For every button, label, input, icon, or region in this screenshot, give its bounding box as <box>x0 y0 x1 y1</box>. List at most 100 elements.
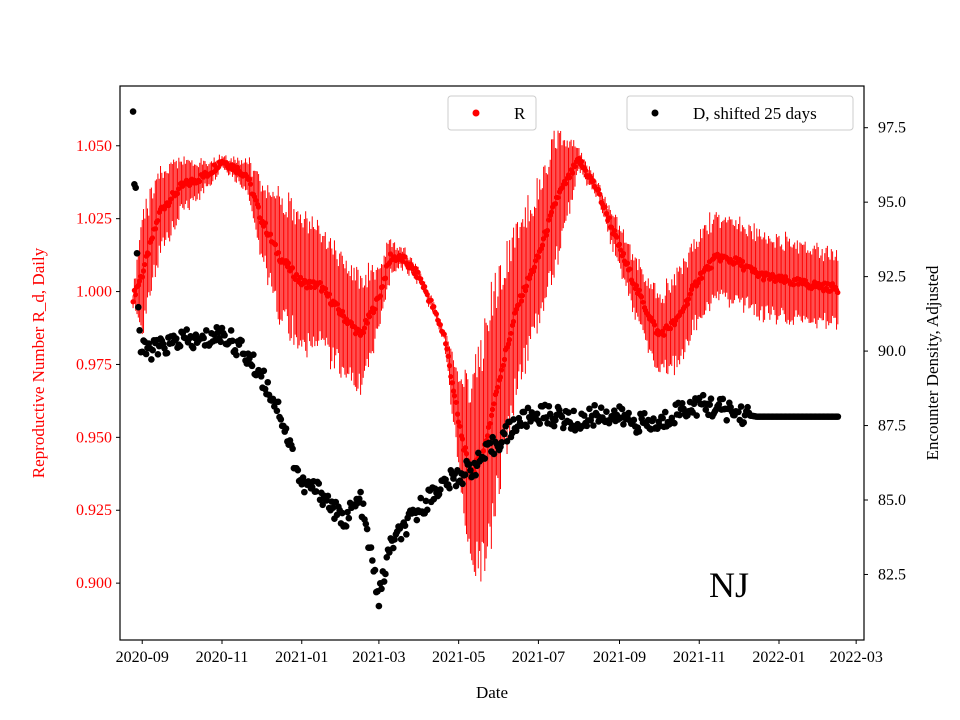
d-point <box>260 367 268 375</box>
r-point <box>402 254 408 260</box>
d-point <box>312 488 320 495</box>
y-right-tick-label: 97.5 <box>878 120 906 137</box>
d-point <box>680 405 687 413</box>
r-point <box>275 250 281 256</box>
legend-d-frame <box>626 95 854 131</box>
d-point <box>590 422 597 429</box>
d-point <box>148 356 155 363</box>
d-point <box>382 570 389 578</box>
d-point <box>315 480 323 487</box>
y-right-axis-title: Encounter Density, Adjusted <box>923 265 942 460</box>
r-point <box>380 283 386 290</box>
d-point <box>565 409 572 416</box>
r-point <box>624 260 630 266</box>
y-left-tick-label: 0.900 <box>76 575 112 592</box>
r-point <box>627 266 633 272</box>
d-point <box>213 323 221 331</box>
d-point <box>316 496 324 504</box>
r-point <box>246 176 253 182</box>
r-point <box>495 384 501 390</box>
d-point <box>699 391 707 399</box>
y-left-axis-title: Reproductive Number R_d, Daily <box>29 247 48 478</box>
d-point <box>413 516 421 524</box>
r-point <box>548 209 555 215</box>
y-left-tick-label: 0.950 <box>76 429 112 446</box>
x-tick-label: 2021-03 <box>352 649 405 666</box>
plot-frame <box>119 85 865 641</box>
d-point <box>389 544 397 552</box>
r-point <box>508 330 514 336</box>
x-tick-label: 2022-03 <box>829 649 882 666</box>
d-point <box>459 480 466 488</box>
x-tick-label: 2021-07 <box>512 649 565 666</box>
r-point <box>446 363 453 369</box>
r-point <box>457 423 463 429</box>
d-point <box>149 346 156 354</box>
d-point <box>189 344 197 352</box>
r-point <box>155 218 161 224</box>
r-point <box>578 158 585 165</box>
r-point <box>437 322 443 328</box>
r-point <box>150 235 156 241</box>
d-point <box>474 449 482 457</box>
d-point <box>620 421 627 428</box>
d-point <box>202 327 210 334</box>
d-point <box>510 416 517 423</box>
r-point <box>367 314 373 320</box>
d-point <box>740 419 748 426</box>
d-point <box>277 416 285 423</box>
r-point <box>326 291 332 297</box>
d-point <box>369 557 376 564</box>
r-point <box>699 275 705 281</box>
r-point <box>667 325 674 332</box>
r-point <box>431 303 437 310</box>
d-point <box>744 403 751 411</box>
r-point <box>572 163 578 170</box>
d-point <box>625 409 632 417</box>
d-point <box>250 351 257 358</box>
legend-r: R <box>447 95 537 131</box>
d-point <box>707 395 715 403</box>
r-point <box>174 190 181 197</box>
d-point <box>552 416 559 424</box>
d-point <box>136 327 143 334</box>
r-point <box>544 227 551 234</box>
d-point <box>678 400 686 407</box>
d-point <box>472 471 479 479</box>
r-point <box>322 286 328 292</box>
d-point <box>248 362 256 370</box>
r-point <box>614 234 620 240</box>
d-point <box>301 488 308 496</box>
d-point <box>723 417 731 424</box>
r-point <box>616 241 623 247</box>
d-point <box>367 544 375 551</box>
r-point <box>139 274 145 280</box>
y-left-tick-label: 1.025 <box>76 211 112 228</box>
r-point <box>499 367 505 373</box>
legend-d: D, shifted 25 days <box>626 95 854 131</box>
d-point <box>342 523 350 530</box>
x-tick-label: 2021-01 <box>275 649 328 666</box>
d-point <box>401 522 409 529</box>
d-point <box>583 422 591 430</box>
d-point <box>273 407 281 415</box>
r-point <box>543 232 549 238</box>
r-point <box>835 289 841 296</box>
r-point <box>317 279 323 286</box>
r-point <box>445 353 451 359</box>
r-point <box>518 298 525 304</box>
r-point <box>433 311 440 317</box>
d-point <box>183 326 190 333</box>
d-point <box>486 439 494 447</box>
d-point <box>218 324 226 332</box>
r-point <box>424 291 430 298</box>
y-right-tick-label: 90.0 <box>878 343 906 360</box>
d-point <box>442 476 449 483</box>
r-point <box>133 292 139 298</box>
r-point <box>360 330 366 336</box>
d-point <box>437 486 444 493</box>
r-point <box>790 282 796 288</box>
r-point <box>412 265 419 271</box>
d-point <box>659 414 666 422</box>
